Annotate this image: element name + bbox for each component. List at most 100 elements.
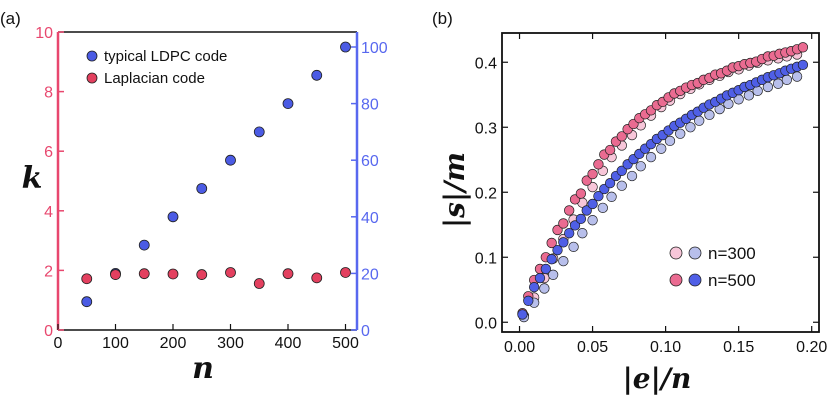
laplacian-point bbox=[225, 267, 236, 278]
panel-a-x-tick-label: 300 bbox=[217, 335, 244, 352]
n500-blue-point bbox=[517, 309, 528, 320]
laplacian-point bbox=[167, 268, 179, 280]
panel-a-left-tick-label: 2 bbox=[44, 263, 53, 280]
typical-ldpc-point bbox=[225, 154, 236, 166]
n500-pink-point bbox=[552, 224, 563, 236]
n500-blue-point bbox=[540, 263, 551, 275]
n500-blue-point bbox=[558, 237, 569, 248]
panel-a-x-tick-label: 400 bbox=[275, 335, 302, 352]
panel-a: (a) 0 100 200 300 400 5000246810020406080100 … bbox=[0, 9, 388, 386]
panel-a-label: (a) bbox=[0, 9, 21, 28]
typical-ldpc-point bbox=[81, 296, 93, 308]
panel-a-x-tick-label: 200 bbox=[160, 335, 187, 352]
panel-a-x-tick-label: 500 bbox=[332, 335, 359, 352]
n500-pink-point bbox=[587, 168, 598, 180]
panel-b-y-tick-label: 0.2 bbox=[475, 185, 497, 202]
typical-ldpc-point bbox=[311, 69, 323, 81]
n500-blue-point bbox=[593, 190, 604, 202]
n300-blue-point bbox=[645, 151, 657, 163]
n500-blue-point bbox=[575, 213, 587, 225]
n500-pink-point bbox=[593, 159, 604, 170]
n300-blue-point bbox=[772, 78, 784, 89]
panel-b-marks bbox=[517, 42, 809, 323]
n500-blue-point bbox=[552, 244, 563, 256]
n300-blue-point bbox=[656, 143, 667, 154]
panel-b-x-tick-label: 0.05 bbox=[577, 339, 608, 356]
panel-b-legend: n=300 n=500 bbox=[669, 244, 756, 290]
legend-n500-blue-marker bbox=[688, 273, 702, 287]
laplacian-point bbox=[110, 269, 121, 280]
panel-a-marks bbox=[81, 41, 351, 308]
typical-ldpc-point bbox=[167, 211, 179, 223]
laplacian-point bbox=[282, 268, 294, 280]
n500-pink-point bbox=[581, 175, 592, 186]
legend-typical-label: typical LDPC code bbox=[104, 48, 227, 65]
panel-b-x-tick-label: 0.15 bbox=[723, 339, 754, 356]
legend-n300-pink-marker bbox=[669, 246, 683, 260]
n300-blue-point bbox=[577, 228, 588, 239]
panel-a-right-tick-label: 100 bbox=[361, 40, 388, 57]
n500-pink-point bbox=[564, 205, 575, 216]
panel-a-left-tick-label: 8 bbox=[44, 85, 53, 102]
panel-a-right-tick-label: 40 bbox=[361, 210, 379, 227]
n500-pink-point bbox=[797, 42, 809, 53]
n300-blue-point bbox=[539, 283, 550, 294]
legend-n500-label: n=500 bbox=[708, 271, 756, 290]
panel-b: (b) 0.00 0.05 0.10 0.15 0.200.00.10.20.30.4 … bbox=[432, 9, 827, 395]
n500-pink-point bbox=[575, 188, 587, 199]
panel-b-axes: 0.00 0.05 0.10 0.15 0.20 0.0 0.1 0.2 0.3 0.4 bbox=[475, 32, 827, 356]
laplacian-point bbox=[138, 268, 150, 280]
n500-blue-point bbox=[564, 228, 575, 239]
typical-ldpc-point bbox=[196, 183, 208, 194]
panel-b-x-axis-label: |e|/n bbox=[623, 362, 692, 395]
panel-a-right-tick-label: 20 bbox=[361, 266, 379, 283]
n500-blue-point bbox=[523, 295, 534, 306]
n500-blue-point bbox=[616, 165, 627, 176]
n500-blue-point bbox=[546, 254, 557, 265]
laplacian-point bbox=[81, 273, 93, 285]
n300-blue-point bbox=[606, 191, 617, 202]
panel-a-right-tick-label: 80 bbox=[361, 97, 379, 114]
typical-ldpc-point bbox=[340, 41, 351, 53]
legend-typical-marker bbox=[86, 50, 98, 62]
legend-n300-blue-marker bbox=[688, 246, 702, 260]
panel-a-left-tick-label: 4 bbox=[44, 204, 53, 221]
n500-pink-point bbox=[604, 144, 616, 156]
legend-n300-label: n=300 bbox=[708, 244, 756, 263]
legend-laplacian-marker bbox=[86, 72, 98, 84]
panel-b-y-tick-label: 0.3 bbox=[475, 120, 497, 137]
panel-a-left-tick-label: 6 bbox=[44, 144, 53, 161]
panel-b-label: (b) bbox=[432, 9, 453, 28]
panel-a-x-tick-label: 0 bbox=[54, 335, 63, 352]
panel-a-left-tick-label: 0 bbox=[44, 323, 53, 340]
legend-n500-pink-marker bbox=[669, 273, 683, 287]
laplacian-point bbox=[253, 278, 265, 289]
n300-blue-point bbox=[704, 109, 715, 121]
n500-blue-point bbox=[534, 272, 546, 284]
n500-pink-point bbox=[616, 131, 627, 142]
panel-b-y-tick-label: 0.0 bbox=[475, 315, 497, 332]
n300-pink-point bbox=[587, 181, 598, 193]
panel-b-x-tick-label: 0.10 bbox=[650, 339, 681, 356]
n300-blue-point bbox=[587, 215, 598, 226]
n300-blue-point bbox=[597, 202, 608, 214]
panel-a-left-tick-label: 10 bbox=[35, 25, 53, 42]
panel-b-x-tick-label: 0.00 bbox=[504, 339, 535, 356]
n300-blue-point bbox=[568, 241, 579, 253]
typical-ldpc-point bbox=[253, 126, 265, 138]
panel-a-y-axis-label: k bbox=[22, 161, 43, 196]
n300-blue-point bbox=[635, 161, 646, 172]
n500-blue-point bbox=[569, 220, 581, 231]
panel-a-right-tick-label: 0 bbox=[361, 323, 370, 340]
n300-blue-point bbox=[685, 122, 696, 133]
panel-a-right-tick-label: 60 bbox=[361, 153, 379, 170]
n300-blue-point bbox=[616, 180, 627, 191]
n500-pink-point bbox=[558, 218, 569, 229]
n300-blue-point bbox=[558, 256, 569, 267]
n300-blue-point bbox=[547, 269, 559, 280]
panel-a-legend: typical LDPC code Laplacian code bbox=[86, 48, 227, 87]
n300-blue-point bbox=[743, 90, 755, 101]
legend-laplacian-label: Laplacian code bbox=[104, 70, 205, 87]
